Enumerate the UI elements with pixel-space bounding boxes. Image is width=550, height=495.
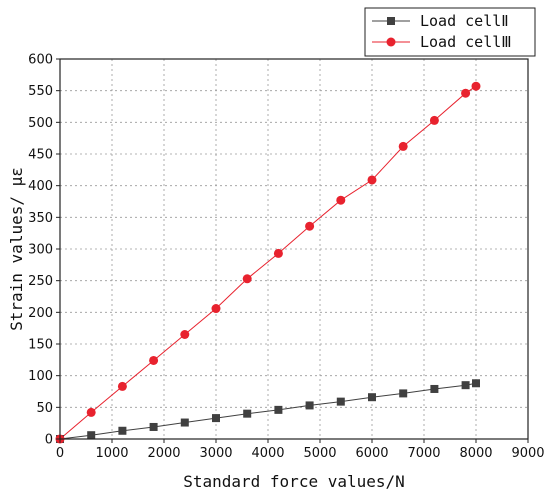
- grid: [60, 59, 528, 439]
- y-axis-label: Strain values/ με: [7, 167, 26, 331]
- data-point-series-0: [399, 389, 408, 398]
- data-point-series-0: [336, 397, 345, 406]
- legend-entry-series-0: Load cellⅡ: [372, 12, 509, 30]
- y-tick-label: 250: [28, 274, 53, 289]
- x-tick-label: 2000: [147, 446, 180, 461]
- data-point-series-0: [305, 401, 314, 410]
- data-point-series-1: [471, 81, 481, 91]
- y-tick-label: 550: [28, 84, 53, 99]
- x-tick-label: 8000: [459, 446, 492, 461]
- y-tick-label: 600: [28, 53, 53, 68]
- data-point-series-0: [274, 405, 283, 414]
- data-point-series-1: [273, 248, 283, 258]
- data-point-series-1: [429, 115, 439, 125]
- y-tick-label: 50: [36, 401, 53, 416]
- x-tick-label: 5000: [303, 446, 336, 461]
- x-tick-label: 4000: [251, 446, 284, 461]
- data-point-series-0: [180, 418, 189, 427]
- x-axis-ticks: 0 1000 2000 3000 4000 5000 6000 7000 8000 9000: [56, 439, 545, 461]
- legend-entry-series-1: Load cellⅢ: [372, 33, 512, 51]
- y-tick-label: 100: [28, 369, 53, 384]
- x-tick-label: 3000: [199, 446, 232, 461]
- legend-marker-series-0: [387, 17, 395, 25]
- data-point-series-1: [398, 141, 408, 151]
- legend-label-series-0: Load cellⅡ: [420, 12, 509, 30]
- y-tick-label: 300: [28, 243, 53, 258]
- data-point-series-1: [211, 304, 221, 314]
- x-axis-label: Standard force values/N: [183, 472, 405, 491]
- legend-box: [364, 7, 536, 57]
- legend-marker-series-1: [386, 37, 396, 47]
- y-tick-label: 150: [28, 338, 53, 353]
- data-point-series-1: [461, 88, 471, 98]
- data-point-series-1: [367, 175, 377, 185]
- data-point-series-1: [117, 381, 127, 391]
- legend: Load cellⅡ Load cellⅢ: [364, 7, 536, 57]
- y-tick-label: 200: [28, 306, 53, 321]
- data-point-series-1: [242, 274, 252, 284]
- data-point-series-1: [149, 355, 159, 365]
- x-tick-label: 0: [56, 446, 64, 461]
- data-point-series-0: [118, 426, 127, 435]
- x-tick-label: 6000: [355, 446, 388, 461]
- legend-label-series-1: Load cellⅢ: [420, 33, 512, 51]
- y-tick-label: 350: [28, 211, 53, 226]
- data-point-series-0: [243, 409, 252, 418]
- x-tick-label: 7000: [407, 446, 440, 461]
- data-point-series-0: [368, 393, 376, 402]
- data-point-series-1: [180, 330, 190, 339]
- y-tick-label: 0: [45, 433, 53, 448]
- data-point-series-1: [336, 195, 346, 205]
- data-point-series-0: [461, 381, 470, 390]
- y-axis-ticks: 0 50 100 150 200 250 300 350 400 450 500 550 600: [28, 53, 60, 448]
- data-point-series-0: [87, 431, 96, 440]
- data-point-series-0: [212, 414, 220, 423]
- y-tick-label: 450: [28, 148, 53, 163]
- x-tick-label: 1000: [95, 446, 128, 461]
- y-tick-label: 400: [28, 179, 53, 194]
- y-tick-label: 500: [28, 116, 53, 131]
- data-point-series-0: [149, 422, 158, 431]
- data-point-series-1: [86, 407, 96, 417]
- data-point-series-1: [305, 221, 315, 231]
- x-tick-label: 9000: [511, 446, 544, 461]
- data-point-series-0: [472, 379, 480, 388]
- data-point-series-0: [430, 384, 439, 393]
